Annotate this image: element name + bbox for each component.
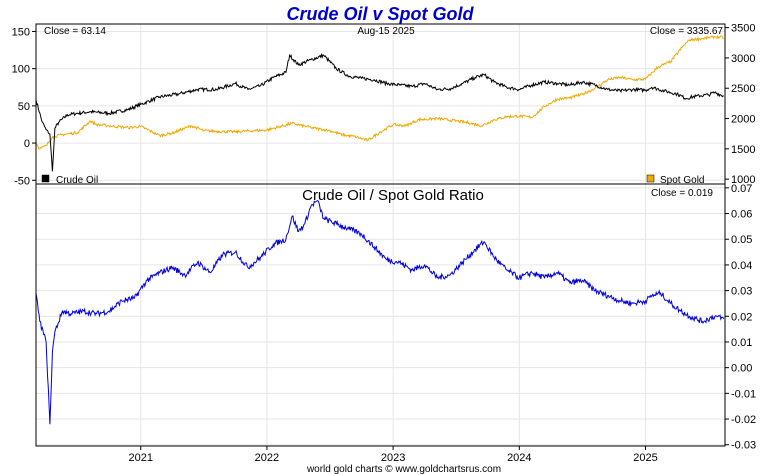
- ratio-tick-label: 0.01: [731, 337, 752, 349]
- legend-swatch-crude-oil: [41, 174, 50, 183]
- bottom-panel-frame: [35, 183, 726, 447]
- right-tick-label: 1500: [731, 144, 755, 156]
- left-tick-label: 50: [18, 101, 30, 113]
- left-tick-label: 0: [24, 138, 30, 150]
- left-tick-label: -50: [14, 175, 30, 187]
- right-tick-label: 2500: [731, 83, 755, 95]
- date-label: Aug-15 2025: [357, 26, 415, 37]
- right-axis-ticks: 3500 3000 2500 2000 1500 1000: [725, 23, 755, 186]
- left-axis-ticks: 150 100 50 0 -50: [12, 26, 36, 187]
- ratio-tick-label: -0.02: [731, 414, 756, 426]
- right-tick-label: 3000: [731, 53, 755, 65]
- top-gridlines: [36, 24, 725, 184]
- ratio-title: Crude Oil / Spot Gold Ratio: [302, 187, 484, 204]
- x-axis-ticks: 2021 2022 2023 2024 2025: [128, 446, 658, 464]
- ratio-close-label: Close = 0.019: [651, 188, 713, 199]
- bottom-gridlines: [36, 184, 725, 446]
- legend-swatch-spot-gold: [646, 174, 655, 183]
- ratio-tick-label: 0.05: [731, 234, 752, 246]
- left-tick-label: 150: [12, 26, 30, 38]
- legend-label-spot-gold: Spot Gold: [660, 175, 704, 186]
- bottom-panel: 0.07 0.06 0.05 0.04 0.03 0.02 0.01 0.00 -0.01 -0.…: [35, 183, 756, 464]
- x-tick-label: 2021: [128, 452, 152, 464]
- ratio-tick-label: 0.00: [731, 363, 752, 375]
- left-tick-label: 100: [12, 64, 30, 76]
- x-tick-label: 2022: [255, 452, 279, 464]
- ratio-axis-ticks: 0.07 0.06 0.05 0.04 0.03 0.02 0.01 0.00 -0.01 -0.…: [725, 183, 756, 452]
- chart-title: Crude Oil v Spot Gold: [286, 4, 474, 24]
- ratio-tick-label: 0.02: [731, 311, 752, 323]
- gold-close-label: Close = 3335.67: [650, 26, 724, 37]
- series-line-crude-oil: [35, 52, 724, 172]
- right-tick-label: 1000: [731, 174, 755, 186]
- x-tick-label: 2023: [381, 452, 405, 464]
- right-tick-label: 2000: [731, 114, 755, 126]
- ratio-tick-label: -0.03: [731, 440, 756, 452]
- footer-credit: world gold charts © www.goldchartsrus.co…: [306, 464, 501, 475]
- oil-close-label: Close = 63.14: [44, 26, 106, 37]
- ratio-tick-label: 0.07: [731, 183, 752, 195]
- legend-crude-oil: Crude Oil: [41, 174, 98, 186]
- x-tick-label: 2025: [633, 452, 657, 464]
- ratio-tick-label: 0.06: [731, 209, 752, 221]
- series-line-spot-gold: [35, 34, 725, 150]
- series-line-ratio: [35, 200, 725, 425]
- legend-label-crude-oil: Crude Oil: [56, 175, 98, 186]
- legend-spot-gold: Spot Gold: [646, 174, 704, 186]
- top-panel: 150 100 50 0 -50 3500 3000 2500 2000 1500 1000 Cl…: [12, 23, 756, 188]
- ratio-tick-label: -0.01: [731, 388, 756, 400]
- x-tick-label: 2024: [507, 452, 531, 464]
- ratio-tick-label: 0.03: [731, 286, 752, 298]
- ratio-tick-label: 0.04: [731, 260, 752, 272]
- right-tick-label: 3500: [731, 23, 755, 35]
